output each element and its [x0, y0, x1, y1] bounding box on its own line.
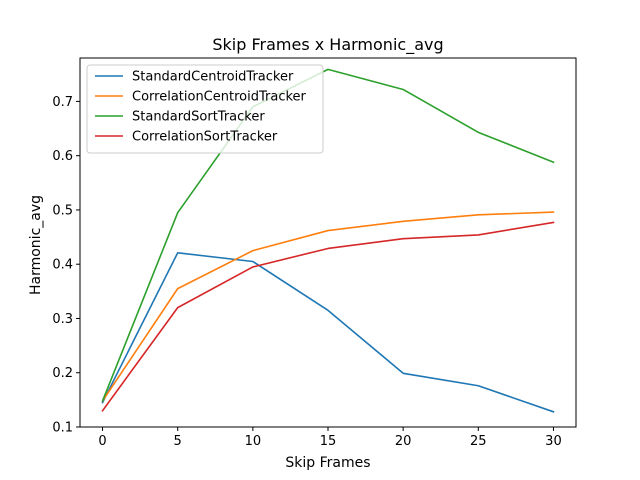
series-line	[101, 252, 555, 413]
y-axis: 0.1 0.2 0.3 0.4 0.5 0.6 0.7	[52, 95, 80, 436]
x-axis: 0 5 10 15 20 25 30	[98, 427, 562, 449]
legend-box	[86, 64, 324, 154]
y-tick-label: 0.7	[52, 95, 73, 110]
legend-label: StandardCentroidTracker	[132, 70, 294, 85]
series-line	[101, 68, 555, 402]
x-tick-label: 5	[174, 434, 182, 449]
legend-label: StandardSortTracker	[132, 110, 265, 125]
x-tick-label: 30	[545, 434, 562, 449]
x-tick-label: 25	[470, 434, 487, 449]
legend-label: CorrelationCentroidTracker	[132, 90, 307, 105]
series-line	[101, 221, 555, 412]
y-tick-label: 0.5	[52, 203, 73, 218]
legend: StandardCentroidTracker CorrelationCentro…	[86, 64, 324, 154]
y-tick-label: 0.6	[52, 149, 73, 164]
legend-label: CorrelationSortTracker	[132, 130, 278, 145]
plot-area	[101, 68, 555, 413]
y-tick-label: 0.3	[52, 312, 73, 327]
x-axis-label: Skip Frames	[285, 455, 370, 471]
y-tick-label: 0.4	[52, 258, 73, 273]
y-tick-label: 0.1	[52, 421, 73, 436]
series-line	[101, 211, 555, 403]
x-tick-label: 0	[98, 434, 106, 449]
chart-title: Skip Frames x Harmonic_avg	[212, 35, 443, 55]
y-axis-label: Harmonic_avg	[28, 195, 44, 295]
y-tick-label: 0.2	[52, 366, 73, 381]
x-tick-label: 10	[245, 434, 262, 449]
x-tick-label: 20	[395, 434, 412, 449]
x-tick-label: 15	[320, 434, 337, 449]
